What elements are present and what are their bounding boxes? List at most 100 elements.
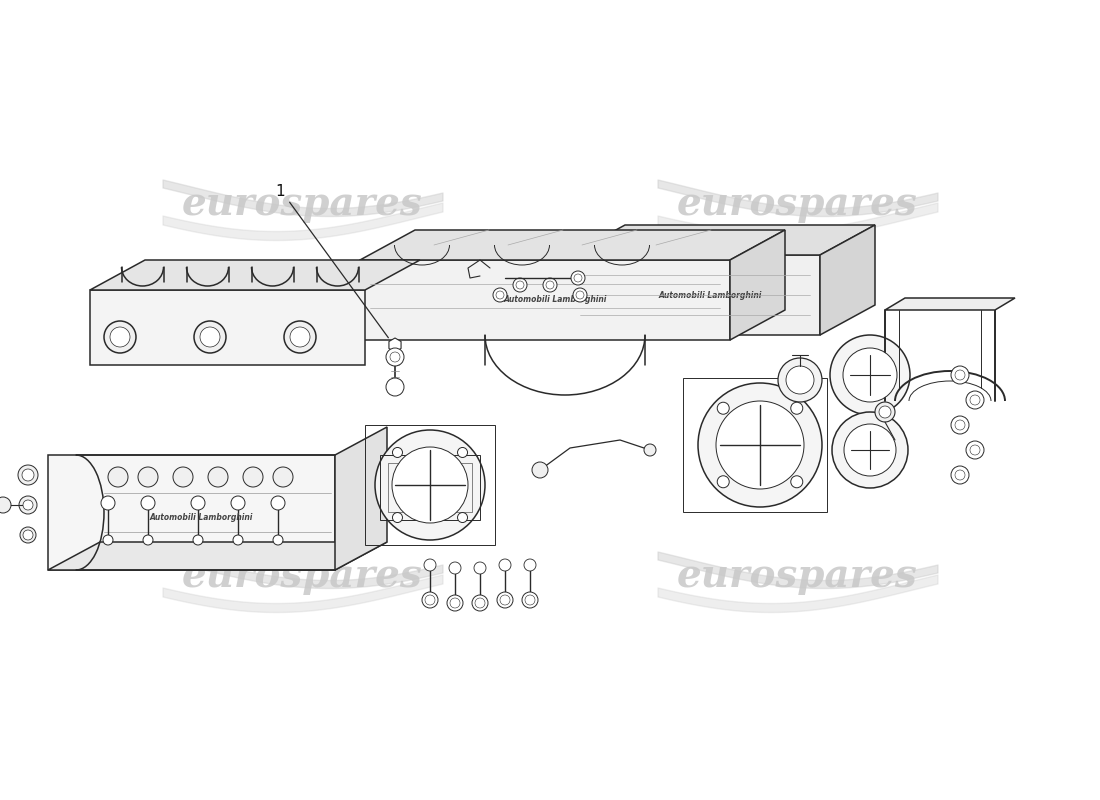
Text: Automobili Lamborghini: Automobili Lamborghini: [504, 295, 607, 305]
Circle shape: [475, 598, 485, 608]
Polygon shape: [360, 230, 785, 260]
Circle shape: [18, 465, 38, 485]
Circle shape: [844, 424, 896, 476]
Circle shape: [970, 445, 980, 455]
Circle shape: [966, 391, 984, 409]
Circle shape: [104, 321, 136, 353]
Circle shape: [273, 467, 293, 487]
Circle shape: [243, 467, 263, 487]
Circle shape: [966, 441, 984, 459]
Text: 1: 1: [275, 185, 285, 199]
Circle shape: [422, 592, 438, 608]
Text: eurospares: eurospares: [678, 185, 917, 223]
Text: eurospares: eurospares: [183, 557, 422, 595]
Circle shape: [143, 535, 153, 545]
Circle shape: [474, 562, 486, 574]
Circle shape: [231, 496, 245, 510]
Circle shape: [791, 476, 803, 488]
Circle shape: [458, 513, 468, 522]
Circle shape: [173, 467, 192, 487]
Circle shape: [717, 476, 729, 488]
Circle shape: [273, 535, 283, 545]
Circle shape: [716, 401, 804, 489]
Circle shape: [524, 559, 536, 571]
Circle shape: [532, 462, 548, 478]
Circle shape: [500, 595, 510, 605]
Polygon shape: [730, 230, 785, 340]
Circle shape: [786, 366, 814, 394]
Circle shape: [290, 327, 310, 347]
Circle shape: [955, 370, 965, 380]
Circle shape: [576, 291, 584, 299]
Circle shape: [516, 281, 524, 289]
Circle shape: [955, 470, 965, 480]
Circle shape: [392, 447, 468, 523]
Circle shape: [970, 395, 980, 405]
Circle shape: [194, 321, 226, 353]
Text: Automobili Lamborghini: Automobili Lamborghini: [150, 513, 253, 522]
Circle shape: [425, 595, 435, 605]
Circle shape: [393, 513, 403, 522]
Circle shape: [493, 288, 507, 302]
Circle shape: [208, 467, 228, 487]
Polygon shape: [570, 255, 820, 335]
Circle shape: [952, 466, 969, 484]
Circle shape: [141, 496, 155, 510]
Text: Automobili Lamborghini: Automobili Lamborghini: [658, 290, 761, 299]
Circle shape: [571, 271, 585, 285]
Circle shape: [955, 420, 965, 430]
Circle shape: [513, 278, 527, 292]
Polygon shape: [360, 260, 730, 340]
Polygon shape: [90, 290, 365, 365]
Circle shape: [472, 595, 488, 611]
Circle shape: [386, 348, 404, 366]
Circle shape: [574, 274, 582, 282]
Polygon shape: [820, 225, 874, 335]
Circle shape: [386, 378, 404, 396]
Circle shape: [830, 335, 910, 415]
Polygon shape: [886, 298, 1015, 310]
Circle shape: [832, 412, 908, 488]
Polygon shape: [336, 427, 387, 570]
Polygon shape: [90, 260, 420, 290]
Circle shape: [573, 288, 587, 302]
Circle shape: [717, 402, 729, 414]
Circle shape: [22, 469, 34, 481]
Circle shape: [522, 592, 538, 608]
Circle shape: [390, 352, 400, 362]
Circle shape: [191, 496, 205, 510]
Text: eurospares: eurospares: [678, 557, 917, 595]
Circle shape: [874, 402, 895, 422]
Circle shape: [497, 592, 513, 608]
Circle shape: [952, 416, 969, 434]
Circle shape: [458, 447, 468, 458]
Circle shape: [843, 348, 896, 402]
Circle shape: [19, 496, 37, 514]
Polygon shape: [389, 338, 402, 352]
Circle shape: [543, 278, 557, 292]
Circle shape: [233, 535, 243, 545]
Circle shape: [23, 500, 33, 510]
Circle shape: [101, 496, 116, 510]
Circle shape: [20, 527, 36, 543]
Circle shape: [200, 327, 220, 347]
Circle shape: [284, 321, 316, 353]
Circle shape: [952, 366, 969, 384]
Polygon shape: [48, 542, 387, 570]
Circle shape: [499, 559, 512, 571]
Polygon shape: [48, 455, 336, 570]
Circle shape: [23, 530, 33, 540]
Circle shape: [110, 327, 130, 347]
Circle shape: [698, 383, 822, 507]
Circle shape: [525, 595, 535, 605]
Circle shape: [496, 291, 504, 299]
Circle shape: [450, 598, 460, 608]
Circle shape: [449, 562, 461, 574]
Circle shape: [393, 447, 403, 458]
Circle shape: [791, 402, 803, 414]
Circle shape: [108, 467, 128, 487]
Circle shape: [546, 281, 554, 289]
Polygon shape: [570, 225, 875, 255]
Circle shape: [103, 535, 113, 545]
Circle shape: [0, 497, 11, 513]
